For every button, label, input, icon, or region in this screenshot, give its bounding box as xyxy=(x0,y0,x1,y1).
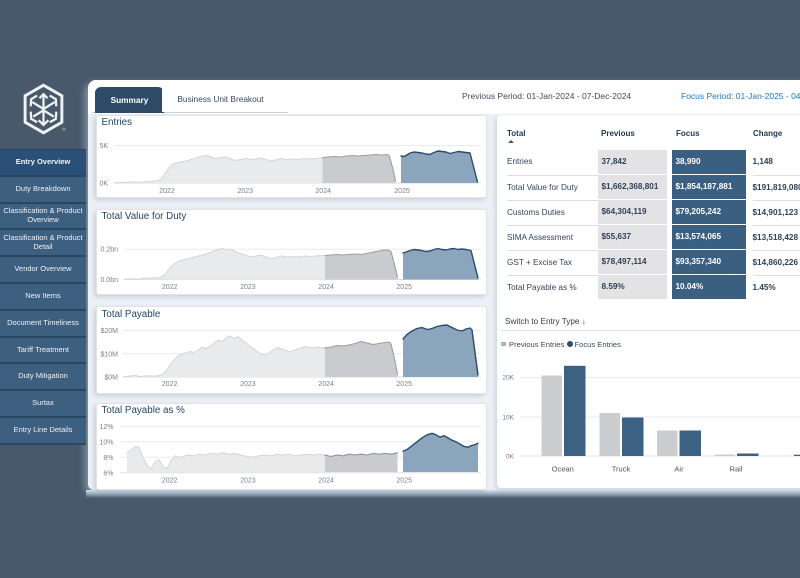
svg-text:2022: 2022 xyxy=(162,478,178,485)
svg-text:0.0bn: 0.0bn xyxy=(100,277,118,284)
svg-text:Air: Air xyxy=(674,465,684,474)
svg-text:2024: 2024 xyxy=(318,381,334,388)
svg-text:2023: 2023 xyxy=(240,381,256,388)
svg-text:2025: 2025 xyxy=(394,188,410,195)
svg-text:®: ® xyxy=(62,126,66,132)
svg-text:20K: 20K xyxy=(502,375,514,382)
svg-text:0.2bn: 0.2bn xyxy=(100,247,118,254)
svg-text:5K: 5K xyxy=(99,143,108,150)
svg-text:$20M: $20M xyxy=(100,328,118,335)
svg-text:8%: 8% xyxy=(103,455,113,462)
svg-text:Ocean: Ocean xyxy=(552,465,574,474)
svg-text:0K: 0K xyxy=(506,454,515,461)
svg-text:Rail: Rail xyxy=(730,465,743,474)
svg-text:2023: 2023 xyxy=(238,188,254,195)
svg-text:6%: 6% xyxy=(103,470,113,477)
svg-text:0K: 0K xyxy=(99,181,108,188)
svg-text:10%: 10% xyxy=(99,439,113,446)
svg-text:2025: 2025 xyxy=(396,478,412,485)
svg-text:$0M: $0M xyxy=(104,375,118,382)
svg-text:Truck: Truck xyxy=(612,465,631,474)
svg-text:2025: 2025 xyxy=(396,284,412,291)
svg-text:2022: 2022 xyxy=(162,381,178,388)
svg-text:10K: 10K xyxy=(502,415,514,422)
svg-text:2024: 2024 xyxy=(315,188,331,195)
svg-text:2025: 2025 xyxy=(396,381,412,388)
svg-text:2023: 2023 xyxy=(240,284,256,291)
svg-text:$10M: $10M xyxy=(100,351,118,358)
svg-text:2022: 2022 xyxy=(162,284,178,291)
svg-text:12%: 12% xyxy=(99,424,113,431)
svg-text:2023: 2023 xyxy=(240,478,256,485)
svg-text:2022: 2022 xyxy=(159,188,175,195)
svg-text:2024: 2024 xyxy=(318,284,334,291)
svg-text:2024: 2024 xyxy=(318,478,334,485)
